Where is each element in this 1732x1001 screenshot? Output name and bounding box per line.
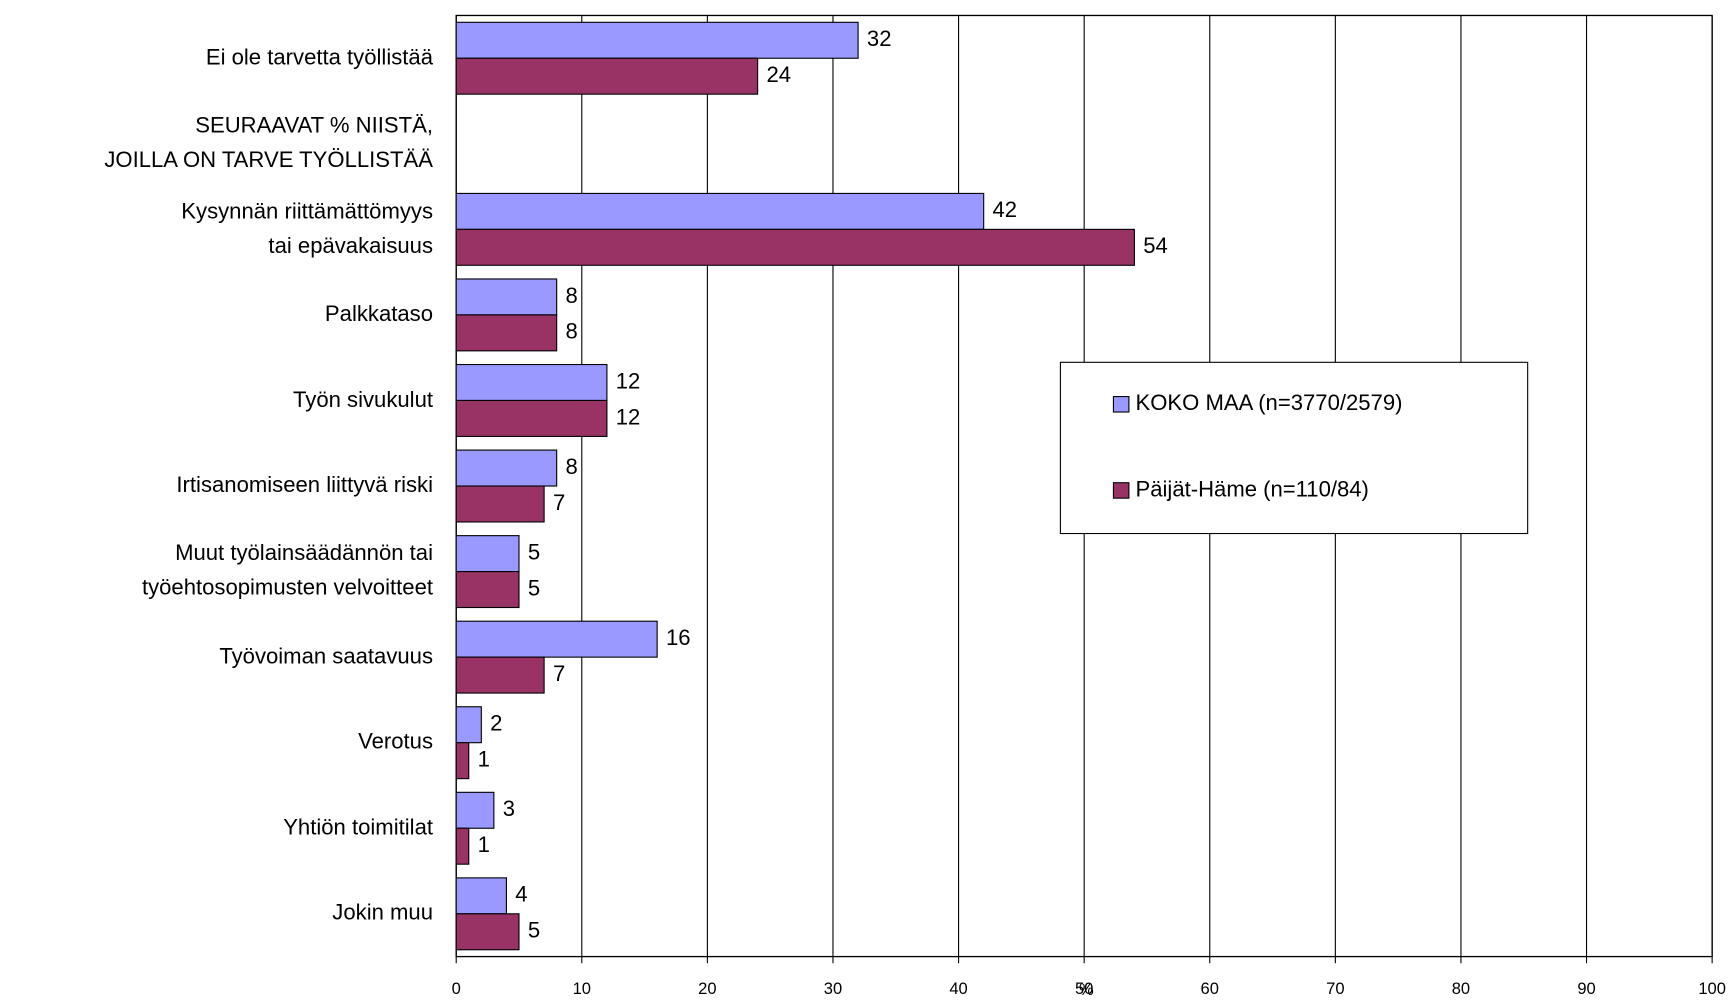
bar	[455, 57, 759, 95]
value-label: 24	[766, 62, 791, 87]
value-label: 8	[566, 454, 578, 479]
x-tick-label: 50	[1075, 979, 1093, 998]
x-tick-label: 20	[698, 979, 716, 998]
value-label: 16	[666, 625, 691, 650]
legend-box	[1059, 361, 1529, 535]
bar	[455, 21, 859, 59]
bar	[455, 363, 608, 402]
legend-label: Päijät-Häme (n=110/84)	[1136, 476, 1369, 501]
bar	[455, 535, 520, 573]
y-tick-label: Jokin muu	[332, 901, 434, 926]
value-label: 12	[616, 368, 641, 393]
value-label: 7	[553, 490, 565, 515]
value-label: 7	[553, 661, 565, 686]
bar	[455, 228, 1135, 266]
legend-label: KOKO MAA (n=3770/2579)	[1136, 390, 1403, 415]
x-tick-label: 0	[452, 979, 461, 998]
x-tick-label: 90	[1577, 979, 1595, 998]
bar	[455, 485, 545, 523]
bar	[455, 399, 608, 437]
x-tick-label: 80	[1452, 979, 1470, 998]
x-tick-label: 30	[824, 979, 842, 998]
y-tick-label: Ei ole tarvetta työllistää	[205, 45, 434, 70]
value-label: 4	[515, 882, 527, 907]
bar	[455, 877, 507, 915]
value-label: 1	[478, 746, 490, 771]
bar	[455, 620, 658, 658]
value-label: 2	[490, 711, 502, 736]
bar	[455, 314, 558, 352]
value-label: 3	[503, 796, 515, 821]
x-axis-label: %	[1079, 980, 1094, 999]
x-tick-label: 60	[1201, 979, 1219, 998]
x-tick-label: 70	[1326, 979, 1344, 998]
y-tick-label: SEURAAVAT % NIISTÄ, JOILLA ON TARVE TYÖL…	[104, 113, 434, 173]
bar	[455, 656, 545, 694]
y-tick-label: Palkkataso	[324, 302, 434, 327]
legend-swatch	[1112, 482, 1130, 499]
y-tick-label: Kysynnän riittämättömyys tai epävakaisuu…	[181, 199, 434, 259]
y-tick-label: Muut työlainsäädännön tai työehtosopimus…	[141, 541, 434, 601]
value-label: 32	[867, 26, 892, 51]
value-label: 8	[566, 319, 578, 344]
bar	[455, 742, 470, 780]
value-label: 5	[528, 918, 540, 943]
value-label: 54	[1143, 233, 1168, 258]
y-tick-label: Yhtiön toimitilat	[283, 815, 434, 840]
bar	[455, 571, 520, 609]
x-tick-label: 10	[573, 979, 591, 998]
bar	[455, 827, 470, 865]
value-label: 12	[616, 404, 641, 429]
bar	[455, 449, 558, 487]
y-tick-label: Työvoiman saatavuus	[219, 644, 434, 669]
bar	[455, 278, 558, 316]
bar	[455, 913, 520, 951]
value-label: 1	[478, 832, 490, 857]
bar	[455, 706, 482, 744]
value-label: 5	[528, 575, 540, 600]
y-tick-label: Työn sivukulut	[293, 387, 434, 413]
x-tick-label: 40	[949, 979, 967, 998]
y-tick-label: Verotus	[358, 729, 434, 755]
legend-swatch	[1112, 395, 1130, 413]
x-tick-label: 100	[1698, 979, 1726, 998]
value-label: 42	[993, 197, 1018, 222]
bar	[455, 791, 495, 829]
bar	[455, 192, 985, 230]
value-label: 8	[566, 283, 578, 308]
y-tick-label: Irtisanomiseen liittyvä riski	[176, 473, 434, 498]
value-label: 5	[528, 539, 540, 564]
